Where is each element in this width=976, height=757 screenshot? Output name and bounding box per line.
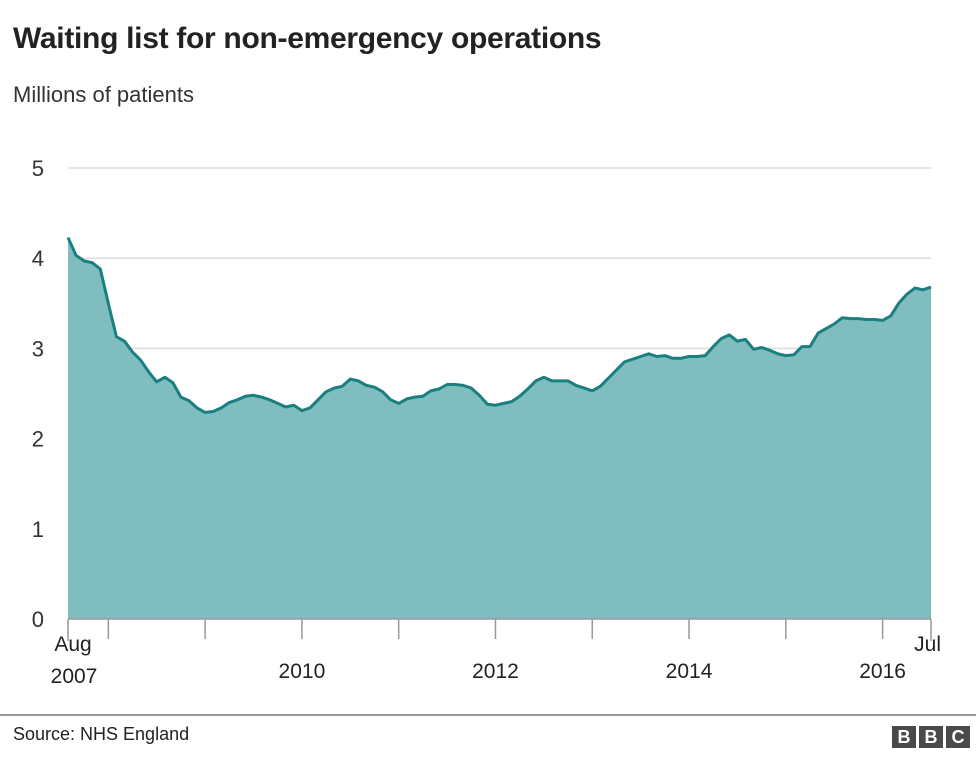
bbc-logo: B B C <box>892 726 970 748</box>
x-tick-label-2016-01: 2016 <box>859 660 906 683</box>
source-note: Source: NHS England <box>13 724 190 744</box>
x-tick-label-2010-01: 2010 <box>279 660 326 683</box>
x-axis-tick-labels: Aug 2007 2010 2012 2014 2016 Jul <box>51 633 941 688</box>
y-tick-label-0: 0 <box>32 607 44 632</box>
y-tick-label-3: 3 <box>32 336 44 361</box>
chart-subtitle: Millions of patients <box>13 82 194 107</box>
y-tick-label-2: 2 <box>32 427 44 452</box>
y-tick-label-1: 1 <box>32 517 44 542</box>
x-tick-label-2016-07: Jul <box>914 633 941 656</box>
x-tick-label-2007-08: Aug <box>54 633 91 656</box>
chart-title: Waiting list for non-emergency operation… <box>13 22 602 55</box>
data-area <box>66 236 932 619</box>
x-tick-label-2007-08-line2: 2007 <box>51 665 98 688</box>
x-tick-label-2014-01: 2014 <box>666 660 713 683</box>
x-axis <box>67 618 932 641</box>
logo-letter-b2: B <box>919 726 943 748</box>
logo-letter-b1: B <box>892 726 916 748</box>
x-tick-label-2012-01: 2012 <box>472 660 519 683</box>
area-chart: 0 1 2 3 4 5 Aug 2007 2010 2012 2014 2016 Jul <box>32 156 941 688</box>
footer-divider <box>0 714 976 716</box>
logo-letter-c: C <box>946 726 970 748</box>
y-tick-label-4: 4 <box>32 246 44 271</box>
y-axis-tick-labels: 0 1 2 3 4 5 <box>32 156 44 632</box>
y-tick-label-5: 5 <box>32 156 44 181</box>
series-area-0 <box>68 237 931 619</box>
series-line-0 <box>66 236 932 414</box>
